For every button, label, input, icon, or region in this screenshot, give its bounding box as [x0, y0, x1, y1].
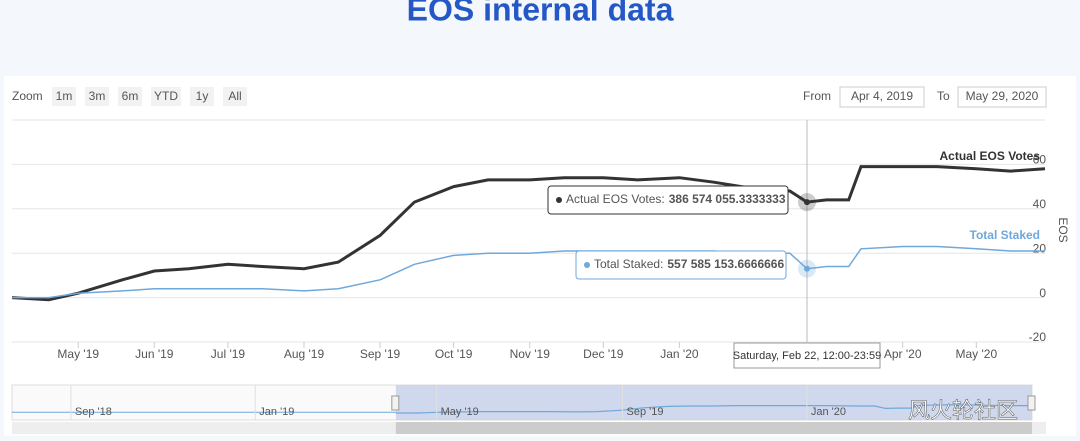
from-input[interactable]	[839, 86, 925, 108]
tooltip-dot	[584, 262, 590, 268]
x-tick-label: Sep '19	[360, 347, 401, 361]
zoom-label: Zoom	[12, 89, 43, 103]
tooltip-box	[575, 250, 787, 280]
zoom-button[interactable]: 3m	[89, 89, 106, 103]
x-tick-label: Apr '20	[884, 347, 922, 361]
y-tick-label: 40	[1033, 197, 1047, 211]
navigator-tick-label: Sep '18	[75, 406, 112, 418]
x-tick-label: May '19	[57, 347, 99, 361]
series-line	[11, 165, 1046, 302]
x-tick-label: May '20	[955, 347, 997, 361]
tooltip-label: Actual EOS Votes: 386 574 055.3333333	[566, 192, 786, 206]
zoom-button-bg[interactable]	[52, 87, 76, 106]
tooltip-dot	[556, 197, 562, 203]
zoom-button-bg[interactable]	[85, 87, 109, 106]
series-line	[12, 245, 1045, 299]
navigator-handle[interactable]	[391, 395, 400, 411]
x-tick-label: Aug '19	[284, 347, 325, 361]
page-title: EOS internal data	[407, 0, 674, 27]
y-axis-title: EOS	[1056, 217, 1070, 242]
navigator-tick-label: Sep '19	[626, 406, 663, 418]
tooltip-box	[547, 185, 789, 215]
x-tick-label: Oct '19	[435, 347, 473, 361]
zoom-button-bg[interactable]	[118, 87, 142, 106]
zoom-button[interactable]: YTD	[154, 89, 178, 103]
x-tick-label: Dec '19	[583, 347, 624, 361]
series-line	[395, 404, 1032, 414]
tooltip-value: 386 574 055.3333333	[669, 192, 786, 206]
hover-point	[803, 199, 810, 206]
zoom-button[interactable]: 6m	[122, 89, 139, 103]
navigator-tick-label: Jan '20	[811, 406, 846, 418]
zoom-button-bg[interactable]	[151, 87, 181, 106]
series-label: Actual EOS Votes	[940, 149, 1041, 163]
watermark: 风火轮社区	[908, 398, 1018, 423]
tooltip-label: Total Staked:	[594, 257, 663, 271]
zoom-button-bg[interactable]	[190, 87, 214, 106]
panel	[4, 76, 1076, 436]
series-label: Total Staked	[970, 228, 1040, 242]
x-tick-label: Jul '19	[211, 347, 246, 361]
x-tick-label: Jan '20	[660, 347, 699, 361]
navigator-tick-label: May '19	[441, 406, 479, 418]
y-tick-label: 60	[1033, 153, 1047, 167]
zoom-button-bg[interactable]	[223, 87, 247, 106]
to-label: To	[937, 89, 950, 103]
y-tick-label: 20	[1033, 241, 1047, 255]
tooltip-label: Actual EOS Votes:	[566, 192, 665, 206]
tooltip-label: Total Staked: 557 585 153.6666666	[594, 257, 784, 271]
from-label: From	[803, 89, 831, 103]
date-tooltip-text: Saturday, Feb 22, 12:00-23:59	[733, 350, 881, 362]
y-tick-label: 0	[1039, 286, 1046, 300]
y-tick-label: -20	[1029, 330, 1047, 344]
navigator-tick-label: Jan '19	[259, 406, 294, 418]
tooltip-value: 557 585 153.6666666	[667, 257, 784, 271]
scrollbar-thumb[interactable]	[395, 422, 1032, 434]
x-tick-label: Jun '19	[135, 347, 174, 361]
zoom-button[interactable]: 1m	[56, 89, 73, 103]
date-tooltip	[733, 342, 881, 369]
x-tick-label: Nov '19	[510, 347, 551, 361]
from-value[interactable]: Apr 4, 2019	[851, 89, 913, 103]
hover-point	[803, 265, 810, 272]
to-value[interactable]: May 29, 2020	[966, 89, 1039, 103]
navigator-mask	[395, 385, 1032, 420]
navigator-handle[interactable]	[1027, 395, 1036, 411]
zoom-button[interactable]: All	[228, 89, 241, 103]
zoom-button[interactable]: 1y	[196, 89, 209, 103]
to-input[interactable]	[957, 86, 1047, 108]
